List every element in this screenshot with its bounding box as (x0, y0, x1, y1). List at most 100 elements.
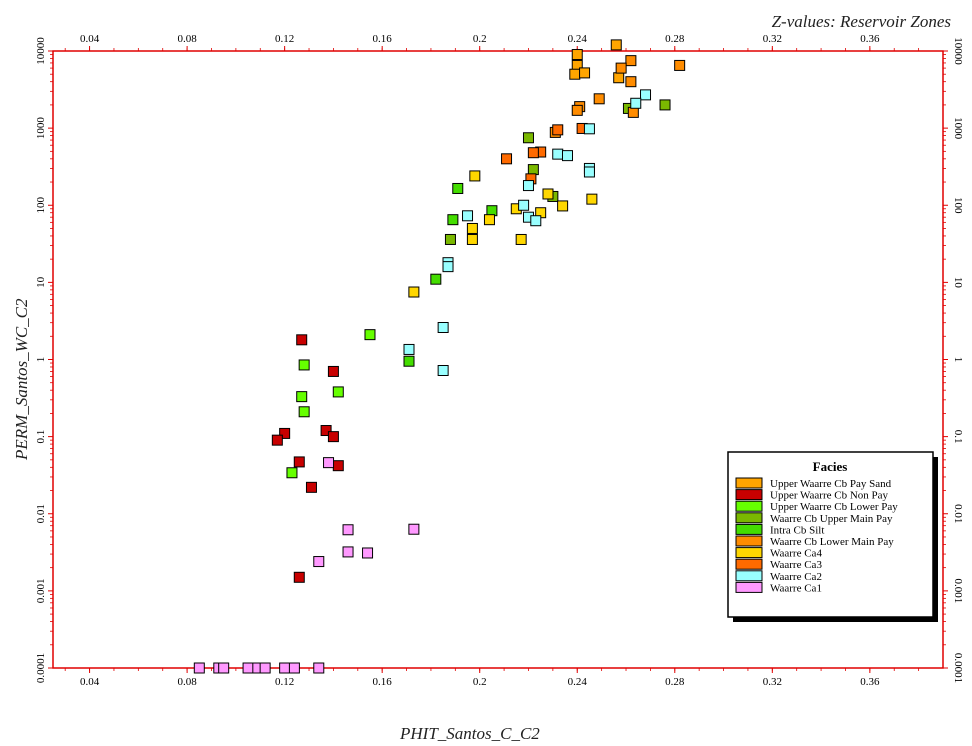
data-point (466, 233, 478, 245)
data-point (501, 153, 513, 165)
data-point (640, 89, 652, 101)
x-tick-label-bottom: 0.36 (860, 676, 880, 688)
data-point (522, 180, 534, 192)
x-tick-label-top: 0.16 (373, 33, 393, 45)
data-point (518, 199, 530, 211)
legend-label: Intra Cb Silt (770, 524, 824, 536)
legend-swatch (735, 477, 763, 489)
data-point (320, 425, 332, 437)
legend-label: Waarre Ca3 (770, 559, 822, 571)
legend-swatch (735, 500, 763, 512)
y-tick-label-right: 0.1 (952, 430, 964, 444)
data-point (593, 93, 605, 105)
data-point (613, 72, 625, 84)
data-point (296, 334, 308, 346)
data-point (557, 200, 569, 212)
y-tick-label-right: 0.001 (952, 579, 964, 604)
x-tick-label-bottom: 0.32 (763, 676, 782, 688)
data-point (298, 406, 310, 418)
legend-label: Upper Waarre Cb Lower Pay (770, 501, 898, 513)
data-point (313, 556, 325, 568)
data-point (610, 39, 622, 51)
data-point (242, 662, 254, 674)
data-point (522, 132, 534, 144)
data-point (296, 391, 308, 403)
data-point (305, 481, 317, 493)
data-point (271, 434, 283, 446)
y-tick-label-left: 1 (35, 357, 47, 363)
data-point (579, 67, 591, 79)
data-point (279, 427, 291, 439)
data-point (659, 99, 671, 111)
data-point (430, 273, 442, 285)
x-tick-label-bottom: 0.24 (568, 676, 588, 688)
data-point (561, 150, 573, 162)
data-point (259, 662, 271, 674)
data-point (342, 524, 354, 536)
data-point (625, 76, 637, 88)
y-tick-label-right: 0.0001 (952, 653, 964, 683)
y-tick-label-right: 10 (952, 277, 964, 289)
data-point (515, 233, 527, 245)
data-point (447, 214, 459, 226)
data-point (362, 547, 374, 559)
data-point (615, 62, 627, 74)
data-point (552, 148, 564, 160)
legend-label: Waarre Ca1 (770, 582, 822, 594)
y-tick-label-left: 0.1 (35, 430, 47, 444)
data-point (193, 662, 205, 674)
data-point (364, 329, 376, 341)
data-point (286, 467, 298, 479)
data-point (293, 571, 305, 583)
legend-swatch (735, 570, 763, 582)
x-tick-label-top: 0.2 (473, 33, 487, 45)
y-tick-label-right: 1000 (952, 117, 964, 140)
data-point (298, 359, 310, 371)
data-point (571, 104, 583, 116)
legend-swatch (735, 489, 763, 501)
y-tick-label-left: 10000 (35, 37, 47, 65)
data-point (327, 431, 339, 443)
data-point (452, 182, 464, 194)
x-tick-label-bottom: 0.28 (665, 676, 685, 688)
x-tick-label-top: 0.32 (763, 33, 782, 45)
y-tick-label-right: 1 (952, 357, 964, 363)
data-point (483, 214, 495, 226)
data-point (327, 365, 339, 377)
legend-swatch (735, 512, 763, 524)
x-tick-label-top: 0.04 (80, 33, 100, 45)
data-point (552, 124, 564, 136)
y-tick-label-left: 0.01 (35, 504, 47, 523)
data-point (218, 662, 230, 674)
y-tick-label-left: 100 (35, 197, 47, 214)
legend-swatch (735, 535, 763, 547)
data-point (288, 662, 300, 674)
data-points (193, 39, 686, 674)
data-point (527, 147, 539, 159)
data-point (542, 188, 554, 200)
legend-swatch (735, 523, 763, 535)
data-point (625, 55, 637, 67)
data-point (469, 170, 481, 182)
data-point (408, 286, 420, 298)
data-point (586, 193, 598, 205)
y-tick-label-right: 10000 (952, 37, 964, 65)
legend-title: Facies (813, 459, 848, 474)
x-tick-label-top: 0.08 (177, 33, 197, 45)
x-tick-label-top: 0.24 (568, 33, 588, 45)
y-tick-label-left: 0.0001 (35, 653, 47, 683)
y-axis-title: PERM_Santos_WC_C2 (12, 298, 31, 461)
legend-label: Waarre Cb Lower Main Pay (770, 536, 894, 548)
data-point (437, 321, 449, 333)
data-point (323, 457, 335, 469)
y-tick-label-left: 10 (35, 276, 47, 288)
legend-swatch (735, 558, 763, 570)
data-point (444, 233, 456, 245)
x-tick-label-bottom: 0.12 (275, 676, 294, 688)
data-point (442, 261, 454, 273)
data-point (462, 210, 474, 222)
data-point (313, 662, 325, 674)
y-tick-label-left: 1000 (35, 117, 47, 140)
